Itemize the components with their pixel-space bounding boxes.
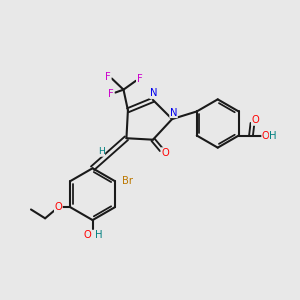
Text: H: H xyxy=(98,147,105,156)
Text: O: O xyxy=(262,130,270,141)
Text: F: F xyxy=(136,74,142,84)
Text: O: O xyxy=(55,202,62,212)
Text: N: N xyxy=(150,88,157,98)
Text: O: O xyxy=(251,115,259,125)
Text: O: O xyxy=(161,148,169,158)
Text: N: N xyxy=(170,108,177,118)
Text: Br: Br xyxy=(122,176,133,186)
Text: F: F xyxy=(108,89,114,99)
Text: O: O xyxy=(83,230,91,240)
Text: H: H xyxy=(269,130,277,141)
Text: F: F xyxy=(105,72,111,82)
Text: H: H xyxy=(95,230,102,240)
